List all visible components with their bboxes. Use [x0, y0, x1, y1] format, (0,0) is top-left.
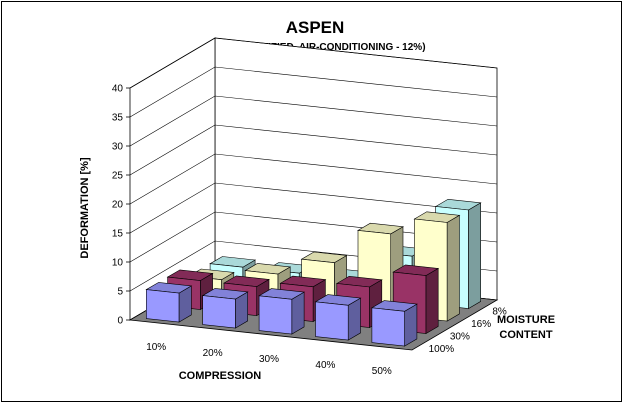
y-tick-label: 15 [112, 229, 124, 240]
z-axis-label-line1: MOISTURE [497, 314, 555, 326]
y-tick-label: 10 [112, 258, 124, 269]
gridline [129, 124, 498, 176]
gridline [129, 66, 498, 118]
x-axis-label: COMPRESSION [179, 370, 262, 382]
depth-label: 16% [471, 319, 491, 330]
chart-bars [145, 198, 482, 347]
x-tick-label: 50% [372, 366, 392, 377]
bar [314, 294, 362, 341]
bar-front [202, 295, 236, 329]
bar-front [146, 289, 180, 323]
depth-label: 8% [492, 306, 507, 317]
bar-front [315, 301, 349, 341]
bar [258, 288, 306, 335]
gridline [129, 37, 498, 89]
y-tick-label: 40 [112, 84, 124, 95]
depth-label: 30% [450, 331, 470, 342]
gridline [129, 95, 498, 147]
depth-label: 100% [429, 344, 455, 355]
bar [370, 300, 418, 347]
gridline [129, 182, 498, 234]
bar [145, 282, 193, 323]
x-tick-label: 20% [203, 348, 223, 359]
x-tick-label: 10% [146, 342, 166, 353]
y-tick-label: 35 [112, 113, 124, 124]
x-tick-label: 30% [259, 354, 279, 365]
chart-labels: 051015202530354010%20%30%40%50%100%30%16… [112, 84, 507, 378]
chart-subtitle: (NON-PLASTIFIED, AIR-CONDITIONING - 12%) [206, 42, 425, 53]
bar-front [258, 295, 293, 335]
bar-side [446, 214, 460, 322]
bar [201, 288, 249, 329]
y-tick-label: 30 [112, 142, 124, 153]
y-tick-label: 25 [112, 171, 124, 182]
chart-title: ASPEN [286, 18, 345, 37]
bar-side [425, 267, 439, 335]
y-tick-label: 5 [117, 287, 123, 298]
bar-front [371, 307, 405, 347]
y-axis-label: DEFORMATION [%] [79, 157, 91, 259]
y-tick-label: 20 [112, 200, 124, 211]
z-axis-label-line2: CONTENT [499, 329, 552, 341]
gridline [129, 153, 498, 205]
y-tick-label: 0 [117, 316, 123, 327]
x-tick-label: 40% [315, 360, 335, 371]
bar-side [468, 202, 482, 310]
